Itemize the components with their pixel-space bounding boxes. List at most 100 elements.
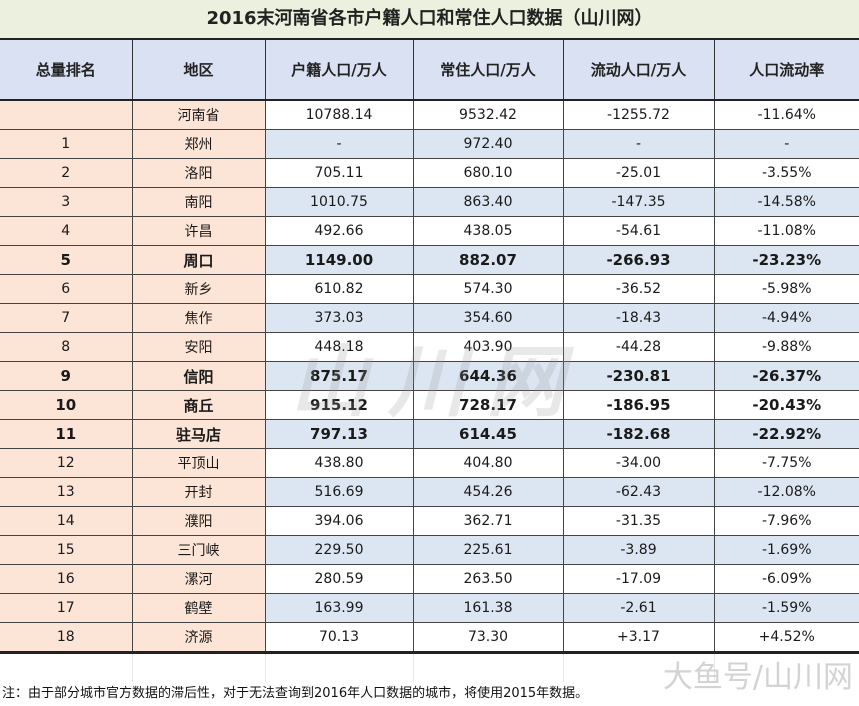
floating-rate-cell: -22.92% — [713, 419, 859, 449]
floating-population-cell: -1255.72 — [562, 99, 715, 130]
floating-population-cell: -44.28 — [562, 332, 715, 362]
rank-cell: 4 — [0, 216, 133, 246]
resident-population-cell: 614.45 — [412, 419, 564, 449]
table-header-row: 总量排名 地区 户籍人口/万人 常住人口/万人 流动人口/万人 人口流动率 — [0, 38, 859, 101]
resident-population-cell: 73.30 — [412, 622, 564, 654]
floating-population-cell: -147.35 — [562, 187, 715, 217]
population-table: 总量排名 地区 户籍人口/万人 常住人口/万人 流动人口/万人 人口流动率 河南… — [0, 38, 859, 654]
header-registered-population: 户籍人口/万人 — [264, 38, 414, 101]
rank-cell: 3 — [0, 187, 133, 217]
floating-population-cell: -266.93 — [562, 245, 715, 275]
floating-population-cell: -230.81 — [562, 361, 715, 391]
header-resident-population: 常住人口/万人 — [412, 38, 564, 101]
rank-cell: 7 — [0, 303, 133, 333]
header-region: 地区 — [131, 38, 266, 101]
floating-population-cell: -186.95 — [562, 390, 715, 420]
header-floating-population: 流动人口/万人 — [562, 38, 715, 101]
table-row: 1 郑州 -972.40- - — [0, 129, 859, 159]
region-cell: 鹤壁 — [131, 593, 266, 623]
floating-rate-cell: -7.96% — [713, 506, 859, 536]
registered-population-cell: 163.99 — [264, 593, 414, 623]
rank-cell — [0, 99, 133, 130]
registered-population-cell: 875.17 — [264, 361, 414, 391]
region-cell: 商丘 — [131, 390, 266, 420]
resident-population-cell: 574.30 — [412, 274, 564, 304]
resident-population-cell: 863.40 — [412, 187, 564, 217]
floating-population-cell: -62.43 — [562, 477, 715, 507]
registered-population-cell: 797.13 — [264, 419, 414, 449]
region-cell: 平顶山 — [131, 448, 266, 478]
registered-population-cell: 516.69 — [264, 477, 414, 507]
rank-cell: 5 — [0, 245, 133, 275]
region-cell: 周口 — [131, 245, 266, 275]
table-row: 2 洛阳 705.11 680.10 -25.01 -3.55% — [0, 158, 859, 188]
table-row: 3 南阳 1010.75 863.40 -147.35 -14.58% — [0, 187, 859, 217]
floating-population-cell: -36.52 — [562, 274, 715, 304]
registered-population-cell: 373.03 — [264, 303, 414, 333]
table-row: 13 开封 516.69 454.26 -62.43 -12.08% — [0, 477, 859, 507]
footnote: 注：由于部分城市官方数据的滞后性，对于无法查询到2016年人口数据的城市，将使用… — [2, 686, 589, 701]
empty-grid-row — [0, 654, 859, 682]
floating-rate-cell: -5.98% — [713, 274, 859, 304]
table-row: 16 漯河 280.59 263.50 -17.09 -6.09% — [0, 564, 859, 594]
region-cell: 河南省 — [131, 99, 266, 130]
rank-cell: 8 — [0, 332, 133, 362]
registered-population-cell: 438.80 — [264, 448, 414, 478]
table-row: 6 新乡 610.82 574.30 -36.52 -5.98% — [0, 274, 859, 304]
region-cell: 许昌 — [131, 216, 266, 246]
page-title: 2016末河南省各市户籍人口和常住人口数据（山川网） — [0, 0, 859, 38]
rank-cell: 6 — [0, 274, 133, 304]
floating-population-cell: -25.01 — [562, 158, 715, 188]
region-cell: 安阳 — [131, 332, 266, 362]
registered-population-cell: - — [264, 129, 414, 159]
resident-population-cell: 263.50 — [412, 564, 564, 594]
table-row: 7 焦作 373.03 354.60 -18.43 -4.94% — [0, 303, 859, 333]
floating-rate-cell: -11.08% — [713, 216, 859, 246]
region-cell: 濮阳 — [131, 506, 266, 536]
registered-population-cell: 394.06 — [264, 506, 414, 536]
resident-population-cell: 454.26 — [412, 477, 564, 507]
region-cell: 南阳 — [131, 187, 266, 217]
rank-cell: 2 — [0, 158, 133, 188]
floating-rate-cell: -4.94% — [713, 303, 859, 333]
floating-rate-cell: -1.59% — [713, 593, 859, 623]
registered-population-cell: 610.82 — [264, 274, 414, 304]
floating-population-cell: -2.61 — [562, 593, 715, 623]
table-row: 14 濮阳 394.06 362.71 -31.35 -7.96% — [0, 506, 859, 536]
resident-population-cell: 354.60 — [412, 303, 564, 333]
floating-population-cell: - — [562, 129, 715, 159]
resident-population-cell: 362.71 — [412, 506, 564, 536]
region-cell: 郑州 — [131, 129, 266, 159]
registered-population-cell: 10788.14 — [264, 99, 414, 130]
rank-cell: 16 — [0, 564, 133, 594]
table-row: 11 驻马店 797.13 614.45 -182.68 -22.92% — [0, 419, 859, 449]
resident-population-cell: 438.05 — [412, 216, 564, 246]
resident-population-cell: 403.90 — [412, 332, 564, 362]
resident-population-cell: 644.36 — [412, 361, 564, 391]
floating-population-cell: +3.17 — [562, 622, 715, 654]
floating-rate-cell: -14.58% — [713, 187, 859, 217]
resident-population-cell: 972.40 — [412, 129, 564, 159]
resident-population-cell: 9532.42 — [412, 99, 564, 130]
registered-population-cell: 705.11 — [264, 158, 414, 188]
floating-population-cell: -18.43 — [562, 303, 715, 333]
registered-population-cell: 1010.75 — [264, 187, 414, 217]
region-cell: 信阳 — [131, 361, 266, 391]
region-cell: 济源 — [131, 622, 266, 654]
header-floating-rate: 人口流动率 — [713, 38, 859, 101]
floating-rate-cell: - — [713, 129, 859, 159]
floating-population-cell: -3.89 — [562, 535, 715, 565]
registered-population-cell: 915.12 — [264, 390, 414, 420]
rank-cell: 18 — [0, 622, 133, 654]
registered-population-cell: 492.66 — [264, 216, 414, 246]
region-cell: 开封 — [131, 477, 266, 507]
floating-population-cell: -31.35 — [562, 506, 715, 536]
region-cell: 焦作 — [131, 303, 266, 333]
resident-population-cell: 404.80 — [412, 448, 564, 478]
floating-rate-cell: +4.52% — [713, 622, 859, 654]
resident-population-cell: 882.07 — [412, 245, 564, 275]
floating-population-cell: -54.61 — [562, 216, 715, 246]
region-cell: 漯河 — [131, 564, 266, 594]
rank-cell: 12 — [0, 448, 133, 478]
table-row: 5 周口 1149.00 882.07 -266.93 -23.23% — [0, 245, 859, 275]
